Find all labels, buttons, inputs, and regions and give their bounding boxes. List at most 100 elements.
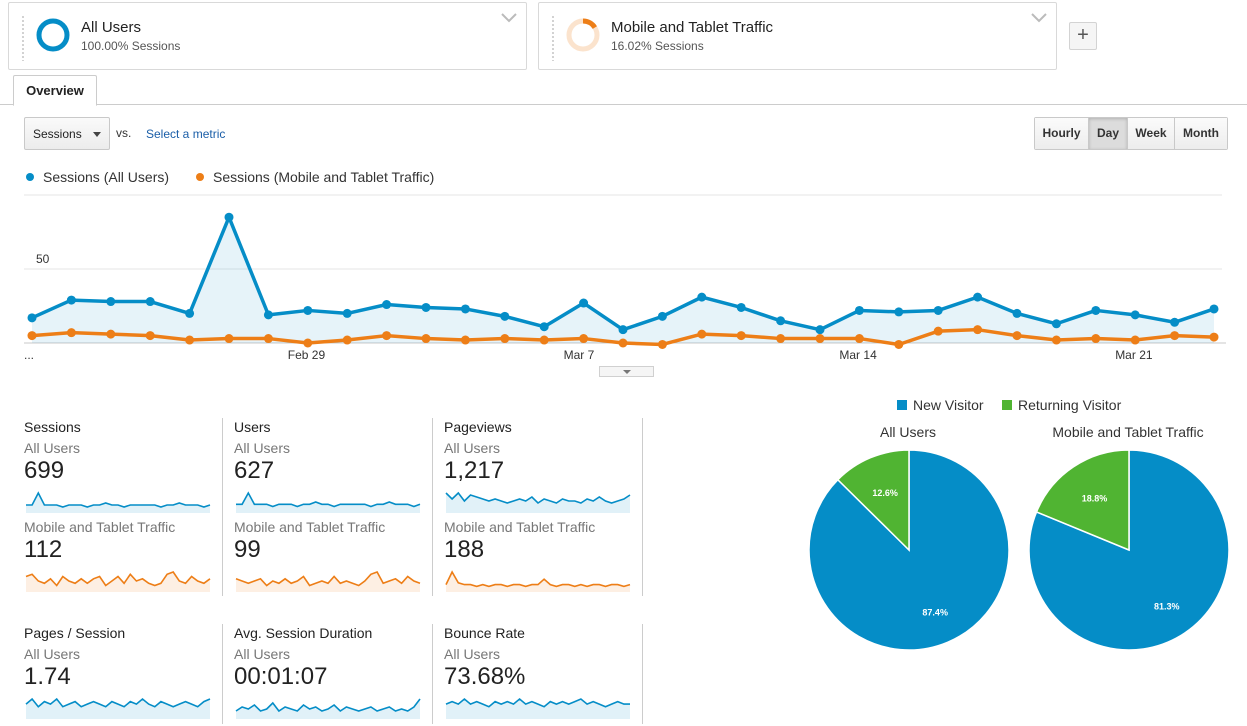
data-point[interactable]	[1091, 305, 1101, 315]
data-point[interactable]	[500, 311, 510, 321]
tile-segment-label: Mobile and Tablet Traffic	[444, 519, 596, 535]
metric-select[interactable]: Sessions	[24, 117, 110, 150]
x-tick-label: Feb 29	[288, 348, 326, 362]
data-point[interactable]	[224, 212, 234, 222]
data-point[interactable]	[145, 297, 155, 307]
data-point[interactable]	[263, 334, 273, 344]
data-point[interactable]	[1091, 334, 1101, 344]
data-point[interactable]	[382, 331, 392, 341]
metric-tile[interactable]: Bounce Rate All Users 73.68%	[444, 624, 654, 723]
time-granularity-group: Hourly Day Week Month	[1034, 117, 1228, 150]
data-point[interactable]	[854, 305, 864, 315]
week-button[interactable]: Week	[1128, 118, 1175, 149]
tile-title: Pages / Session	[24, 625, 126, 641]
data-point[interactable]	[1012, 308, 1022, 318]
data-point[interactable]	[1051, 335, 1061, 345]
pie-slice[interactable]	[1035, 449, 1130, 552]
data-point[interactable]	[618, 338, 628, 348]
month-button[interactable]: Month	[1175, 118, 1227, 149]
sparkline	[235, 698, 421, 719]
data-point[interactable]	[697, 292, 707, 302]
day-button[interactable]: Day	[1089, 118, 1128, 149]
data-point[interactable]	[933, 326, 943, 336]
y-tick-label: 50	[36, 252, 50, 266]
data-point[interactable]	[224, 334, 234, 344]
data-point[interactable]	[185, 308, 195, 318]
data-point[interactable]	[657, 311, 667, 321]
data-point[interactable]	[303, 305, 313, 315]
select-metric-link[interactable]: Select a metric	[146, 127, 226, 141]
data-point[interactable]	[145, 331, 155, 341]
data-point[interactable]	[1012, 331, 1022, 341]
data-point[interactable]	[736, 302, 746, 312]
add-segment-button[interactable]: +	[1069, 22, 1097, 50]
data-point[interactable]	[1209, 332, 1219, 342]
data-point[interactable]	[618, 325, 628, 335]
data-point[interactable]	[27, 313, 37, 323]
data-point[interactable]	[1170, 317, 1180, 327]
tile-value: 99	[234, 536, 261, 563]
data-point[interactable]	[1170, 331, 1180, 341]
chart-range-handle[interactable]	[599, 366, 654, 377]
data-point[interactable]	[933, 305, 943, 315]
segment-card-all-users[interactable]: All Users 100.00% Sessions	[8, 2, 527, 70]
data-point[interactable]	[66, 328, 76, 338]
data-point[interactable]	[1130, 310, 1140, 320]
data-point[interactable]	[539, 335, 549, 345]
data-point[interactable]	[106, 329, 116, 339]
data-point[interactable]	[1209, 304, 1219, 314]
data-point[interactable]	[579, 334, 589, 344]
metric-tile[interactable]: Avg. Session Duration All Users 00:01:07	[234, 624, 444, 723]
data-point[interactable]	[579, 298, 589, 308]
sparkline	[236, 491, 421, 513]
legend-square-icon	[1002, 400, 1012, 410]
segment-card-mobile-tablet[interactable]: Mobile and Tablet Traffic 16.02% Session…	[538, 2, 1057, 70]
data-point[interactable]	[500, 334, 510, 344]
data-point[interactable]	[894, 307, 904, 317]
data-point[interactable]	[815, 325, 825, 335]
chevron-down-icon[interactable]	[1030, 11, 1048, 25]
metric-tile[interactable]: Users All Users 627 Mobile and Tablet Traff…	[234, 418, 444, 596]
data-point[interactable]	[973, 325, 983, 335]
data-point[interactable]	[460, 304, 470, 314]
metric-tile[interactable]: Pages / Session All Users 1.74	[24, 624, 234, 723]
data-point[interactable]	[657, 339, 667, 349]
data-point[interactable]	[421, 302, 431, 312]
data-point[interactable]	[460, 335, 470, 345]
data-point[interactable]	[815, 334, 825, 344]
data-point[interactable]	[106, 297, 116, 307]
data-point[interactable]	[1051, 319, 1061, 329]
data-point[interactable]	[973, 292, 983, 302]
sparkline	[445, 570, 631, 592]
data-point[interactable]	[66, 295, 76, 305]
data-point[interactable]	[539, 322, 549, 332]
x-tick-label: ...	[24, 348, 34, 362]
data-point[interactable]	[185, 335, 195, 345]
tab-overview[interactable]: Overview	[13, 75, 97, 106]
data-point[interactable]	[342, 335, 352, 345]
data-point[interactable]	[854, 334, 864, 344]
data-point[interactable]	[303, 338, 313, 348]
data-point[interactable]	[776, 316, 786, 326]
drag-handle-icon[interactable]	[21, 15, 25, 61]
data-point[interactable]	[1130, 335, 1140, 345]
metric-tile[interactable]: Sessions All Users 699 Mobile and Tablet Tr…	[24, 418, 234, 596]
hourly-button[interactable]: Hourly	[1035, 118, 1089, 149]
legend-item-all-users[interactable]: Sessions (All Users)	[26, 169, 169, 185]
pie-slice[interactable]	[836, 449, 910, 552]
data-point[interactable]	[421, 334, 431, 344]
legend-item-mobile[interactable]: Sessions (Mobile and Tablet Traffic)	[196, 169, 434, 185]
drag-handle-icon[interactable]	[551, 15, 555, 61]
data-point[interactable]	[342, 308, 352, 318]
data-point[interactable]	[894, 339, 904, 349]
tile-divider	[222, 624, 223, 724]
data-point[interactable]	[697, 329, 707, 339]
metric-tile[interactable]: Pageviews All Users 1,217 Mobile and Tablet…	[444, 418, 654, 596]
chevron-down-icon[interactable]	[500, 11, 518, 25]
tile-segment-label: Mobile and Tablet Traffic	[24, 519, 176, 535]
data-point[interactable]	[776, 334, 786, 344]
data-point[interactable]	[27, 331, 37, 341]
data-point[interactable]	[263, 310, 273, 320]
data-point[interactable]	[382, 300, 392, 310]
data-point[interactable]	[736, 331, 746, 341]
